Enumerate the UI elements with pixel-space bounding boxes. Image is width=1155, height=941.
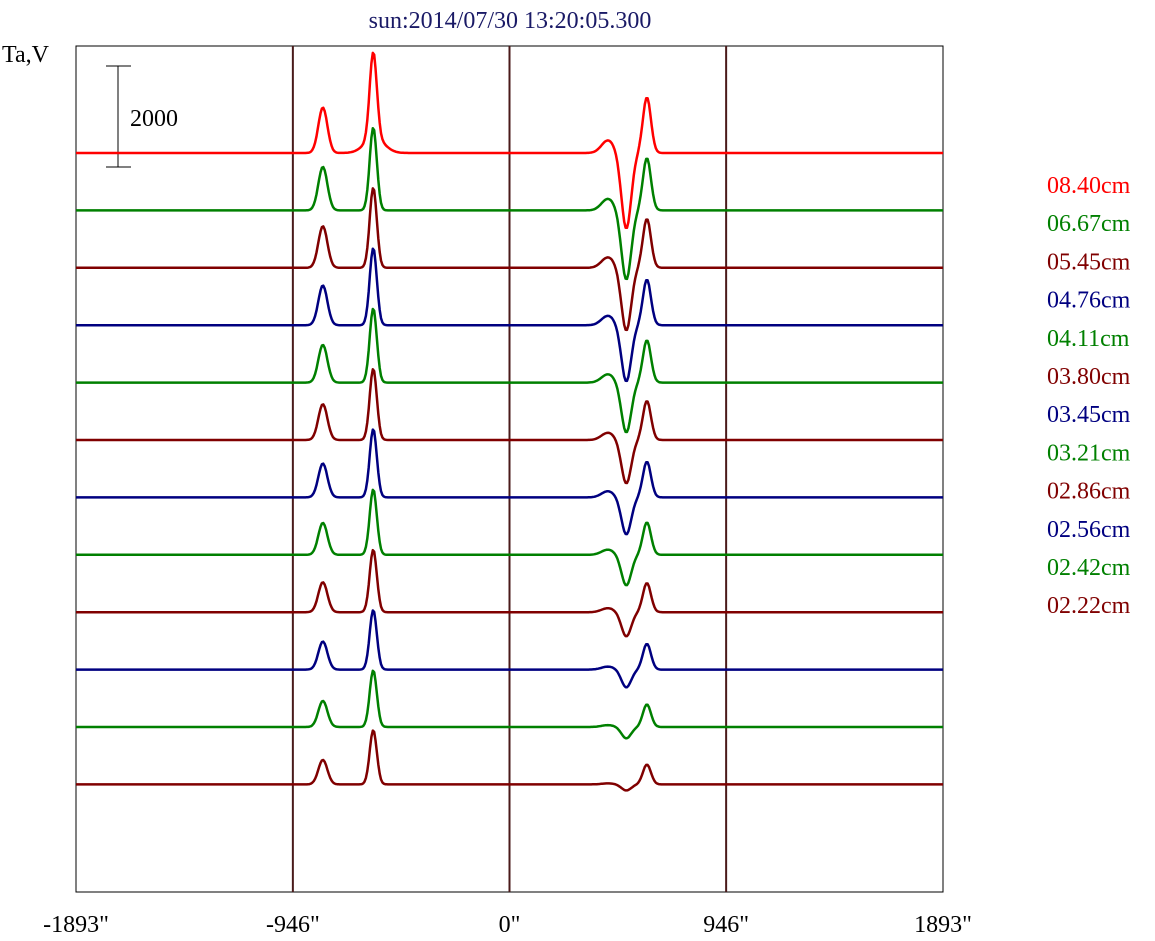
legend-entry-10: 02.42cm — [1047, 555, 1131, 581]
scale-bar: 2000 — [106, 65, 178, 168]
series-lines — [76, 51, 943, 792]
legend-entry-9: 02.56cm — [1047, 517, 1131, 543]
series-line-4 — [76, 307, 943, 434]
legend-entry-5: 03.80cm — [1047, 364, 1131, 390]
legend-entry-7: 03.21cm — [1047, 440, 1131, 466]
x-tick-label-4: 1893" — [914, 912, 972, 938]
x-tick-labels: -1893" -946" 0" 946" 1893" — [43, 912, 972, 938]
legend-entry-1: 06.67cm — [1047, 211, 1131, 237]
legend-entry-2: 05.45cm — [1047, 249, 1131, 275]
legend-entry-11: 02.22cm — [1047, 593, 1131, 619]
series-line-2 — [76, 187, 943, 332]
series-line-7 — [76, 488, 943, 587]
legend-entry-4: 04.11cm — [1047, 326, 1130, 352]
series-line-11 — [76, 729, 943, 792]
legend: 08.40cm 06.67cm 05.45cm 04.76cm 04.11cm 03.80… — [1047, 173, 1131, 619]
legend-entry-0: 08.40cm — [1047, 173, 1131, 199]
series-line-6 — [76, 428, 943, 536]
series-line-9 — [76, 609, 943, 689]
vertical-reference-lines — [291, 46, 728, 892]
series-line-0 — [76, 51, 943, 230]
legend-entry-8: 02.86cm — [1047, 479, 1131, 505]
y-axis-label: Ta,V — [2, 42, 50, 68]
series-line-5 — [76, 368, 943, 485]
x-tick-label-2: 0" — [499, 912, 521, 938]
x-tick-label-3: 946" — [703, 912, 749, 938]
series-line-3 — [76, 247, 943, 383]
legend-entry-6: 03.45cm — [1047, 402, 1131, 428]
scale-bar-label: 2000 — [130, 106, 178, 132]
series-line-8 — [76, 548, 943, 638]
x-tick-label-0: -1893" — [43, 912, 109, 938]
x-tick-label-1: -946" — [266, 912, 320, 938]
legend-entry-3: 04.76cm — [1047, 288, 1131, 314]
series-line-1 — [76, 126, 943, 281]
chart-title: sun:2014/07/30 13:20:05.300 — [369, 8, 652, 34]
series-line-10 — [76, 669, 943, 740]
